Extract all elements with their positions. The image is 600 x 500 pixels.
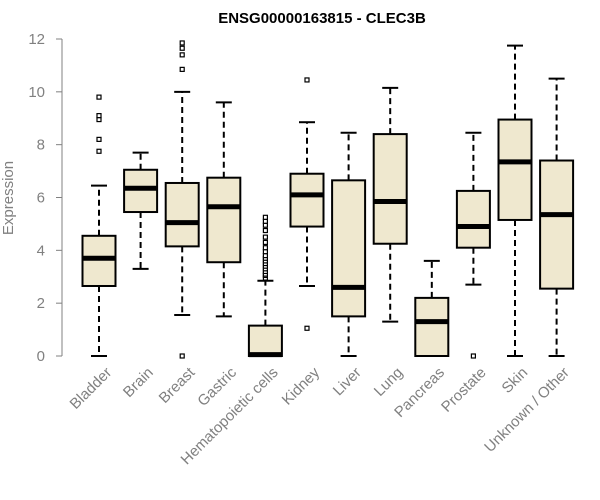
outlier-point [304,77,310,83]
box-iqr [539,159,575,290]
x-tick-label: Brain [120,364,157,401]
box-brain [123,151,159,270]
x-tick-label: Skin [499,364,532,397]
outlier-point [179,45,185,51]
box-kidney [289,77,325,331]
outlier-point [262,214,268,220]
outlier-point [304,325,310,331]
box-skin [497,44,533,357]
box-bladder [81,94,117,357]
box-breast [164,40,200,359]
boxes-group [81,40,575,359]
outlier-point [96,136,102,142]
y-tick-label: 4 [37,242,45,259]
box-pancreas [414,259,450,357]
box-hematopoietic-cells [247,214,283,358]
outlier-point [470,353,476,359]
box-iqr [331,179,367,318]
outlier-point [262,239,268,246]
x-tick-label: Kidney [279,364,324,409]
box-unknown-other [539,77,575,357]
outlier-point [179,40,185,46]
outlier-point [262,234,268,240]
box-iqr [455,189,491,249]
box-lung [372,86,408,323]
box-iqr [206,176,242,264]
y-tick-label: 8 [37,137,45,154]
box-iqr [164,181,200,248]
x-tick-label: Breast [156,364,199,407]
outlier-point [262,245,268,251]
outlier-point [96,94,102,100]
x-tick-label: Prostate [438,364,490,416]
y-axis: 0 2 4 6 8 10 12 [28,31,63,365]
box-iqr [414,296,450,357]
outlier-point [179,353,185,359]
box-iqr [81,234,117,287]
outlier-point [179,66,185,72]
box-gastric [206,101,242,318]
box-prostate [455,131,491,359]
box-iqr [289,172,325,228]
box-iqr [372,133,408,245]
y-tick-label: 0 [37,348,45,365]
box-iqr [497,118,533,221]
x-tick-label: Liver [330,364,365,399]
outlier-point [262,227,268,234]
outlier-point [179,52,185,58]
y-axis-label: Expression [0,161,17,235]
y-tick-label: 10 [28,84,45,101]
x-tick-label: Lung [371,364,407,400]
x-tick-label: Bladder [67,364,116,413]
y-tick-label: 6 [37,190,45,207]
y-tick-label: 2 [37,295,45,312]
box-iqr [247,324,283,357]
box-iqr [123,168,159,214]
chart-title: ENSG00000163815 - CLEC3B [218,10,426,27]
box-liver [331,131,367,357]
outlier-point [96,148,102,154]
outlier-point [96,113,102,119]
y-tick-label: 12 [28,31,45,48]
